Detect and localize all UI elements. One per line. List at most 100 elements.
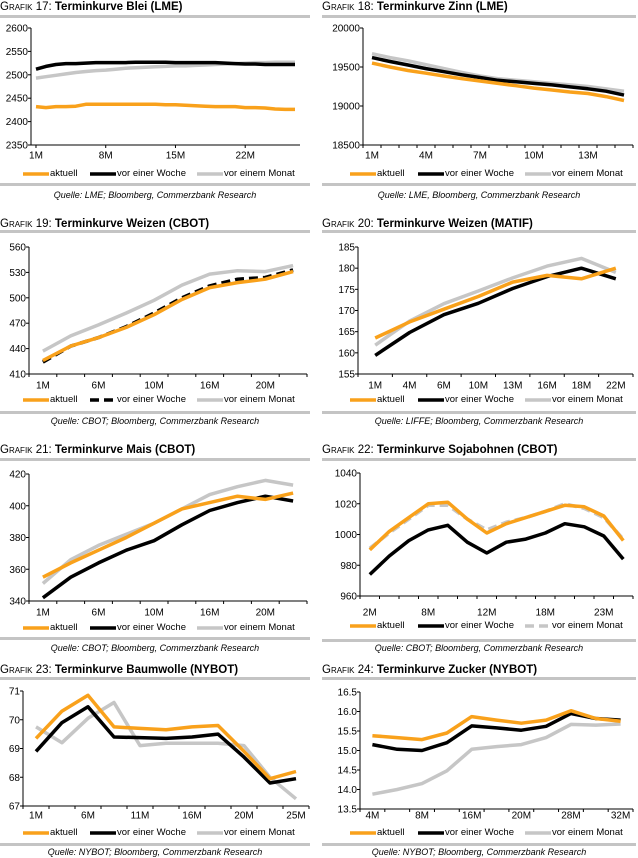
legend-label: vor einer Woche bbox=[117, 394, 186, 405]
y-tick-label: 470 bbox=[9, 319, 26, 330]
x-tick-label: 28M bbox=[561, 811, 580, 822]
divider bbox=[322, 639, 636, 642]
y-tick-label: 1040 bbox=[335, 469, 358, 480]
y-tick-label: 67 bbox=[9, 802, 21, 813]
y-tick-label: 2400 bbox=[6, 117, 29, 128]
legend-label: aktuell bbox=[377, 168, 405, 179]
chart-title-text: Terminkurve Weizen (CBOT) bbox=[54, 218, 210, 230]
y-tick-label: 560 bbox=[9, 243, 26, 254]
y-tick-label: 16.5 bbox=[338, 688, 358, 699]
divider bbox=[322, 411, 636, 414]
y-tick-label: 420 bbox=[9, 470, 26, 481]
divider bbox=[322, 183, 636, 186]
y-tick-label: 13.5 bbox=[338, 805, 358, 816]
legend-label: aktuell bbox=[377, 827, 405, 838]
x-tick-label: 22M bbox=[235, 151, 254, 162]
x-tick-label: 18M bbox=[572, 381, 591, 392]
y-tick-label: 340 bbox=[9, 597, 26, 608]
series-line-aktuell bbox=[34, 693, 297, 781]
x-tick-label: 20M bbox=[234, 811, 253, 822]
x-tick-label: 16M bbox=[200, 381, 219, 392]
y-tick-label: 69 bbox=[9, 744, 21, 755]
series-line-monat bbox=[368, 502, 625, 550]
x-tick-label: 10M bbox=[144, 608, 163, 619]
y-tick-label: 16.0 bbox=[338, 707, 358, 718]
legend-label: aktuell bbox=[377, 620, 405, 631]
chart-source: Quelle: CBOT; Bloomberg, Commerzbank Res… bbox=[50, 643, 260, 653]
y-tick-label: 2450 bbox=[6, 94, 29, 105]
x-tick-label: 7M bbox=[473, 151, 487, 162]
divider bbox=[322, 15, 636, 18]
y-tick-label: 19000 bbox=[332, 102, 360, 113]
y-tick-label: 14.0 bbox=[338, 785, 358, 796]
series-line-woche bbox=[372, 711, 621, 753]
x-tick-label: 16M bbox=[462, 811, 481, 822]
legend-label: vor einer Woche bbox=[445, 394, 514, 405]
divider bbox=[0, 637, 310, 640]
chart-source: Quelle: CBOT; Bloomberg, Commerzbank Res… bbox=[374, 643, 584, 653]
divider bbox=[322, 677, 636, 680]
series-line-aktuell bbox=[374, 266, 617, 340]
chart-title: Grafik 18: Terminkurve Zinn (LME) bbox=[322, 0, 508, 14]
legend-label: vor einer Woche bbox=[117, 622, 186, 633]
y-tick-label: 500 bbox=[9, 293, 26, 304]
legend-label: vor einem Monat bbox=[224, 168, 295, 179]
chart-title-text: Terminkurve Zinn (LME) bbox=[376, 1, 508, 13]
x-tick-label: 23M bbox=[594, 608, 613, 619]
series-line-monat bbox=[371, 51, 625, 93]
x-tick-label: 1M bbox=[29, 151, 43, 162]
x-tick-label: 18M bbox=[536, 608, 555, 619]
x-tick-label: 16M bbox=[200, 608, 219, 619]
series-line-monat bbox=[41, 478, 294, 585]
legend-label: vor einem Monat bbox=[224, 394, 295, 405]
y-tick-label: 2600 bbox=[6, 24, 29, 35]
chart-title: Grafik 20: Terminkurve Weizen (MATIF) bbox=[322, 217, 533, 231]
y-tick-label: 70 bbox=[9, 715, 21, 726]
divider bbox=[322, 843, 636, 846]
divider bbox=[0, 458, 310, 461]
series-line-woche bbox=[371, 55, 625, 97]
y-tick-label: 440 bbox=[9, 344, 26, 355]
series-line-monat bbox=[35, 700, 298, 801]
chart-source: Quelle: CBOT; Bloomberg, Commerzbank Res… bbox=[50, 416, 260, 426]
chart-title-text: Terminkurve Baumwolle (NYBOT) bbox=[54, 664, 239, 676]
x-tick-label: 4M bbox=[419, 151, 433, 162]
divider bbox=[0, 183, 310, 186]
legend-label: aktuell bbox=[50, 827, 78, 838]
chart-number: Grafik 17: bbox=[0, 1, 52, 13]
x-tick-label: 1M bbox=[36, 381, 50, 392]
y-tick-label: 2500 bbox=[6, 70, 29, 81]
x-tick-label: 13M bbox=[503, 381, 522, 392]
chart-source: Quelle: NYBOT; Bloomberg, Commerzbank Re… bbox=[371, 847, 587, 857]
series-line-woche bbox=[41, 494, 294, 600]
x-tick-label: 15M bbox=[166, 151, 185, 162]
legend-label: vor einem Monat bbox=[552, 620, 623, 631]
x-tick-label: 1M bbox=[368, 381, 382, 392]
legend-label: vor einem Monat bbox=[552, 168, 623, 179]
series-line-monat bbox=[42, 263, 294, 353]
x-tick-label: 8M bbox=[421, 608, 435, 619]
chart-number: Grafik 19: bbox=[0, 218, 52, 230]
chart-number: Grafik 24: bbox=[322, 664, 374, 676]
chart-title-text: Terminkurve Blei (LME) bbox=[54, 1, 183, 13]
y-tick-label: 20000 bbox=[332, 24, 360, 35]
chart-title-text: Terminkurve Zucker (NYBOT) bbox=[376, 664, 538, 676]
legend-label: vor einem Monat bbox=[224, 827, 295, 838]
x-tick-label: 16M bbox=[182, 811, 201, 822]
y-tick-label: 2350 bbox=[6, 141, 29, 152]
y-tick-label: 1000 bbox=[335, 530, 358, 541]
y-tick-label: 68 bbox=[9, 773, 21, 784]
y-tick-label: 15.0 bbox=[338, 746, 358, 757]
x-tick-label: 10M bbox=[144, 381, 163, 392]
x-tick-label: 11M bbox=[131, 811, 150, 822]
legend-label: aktuell bbox=[50, 168, 78, 179]
y-tick-label: 380 bbox=[9, 533, 26, 544]
x-tick-label: 16M bbox=[537, 381, 556, 392]
